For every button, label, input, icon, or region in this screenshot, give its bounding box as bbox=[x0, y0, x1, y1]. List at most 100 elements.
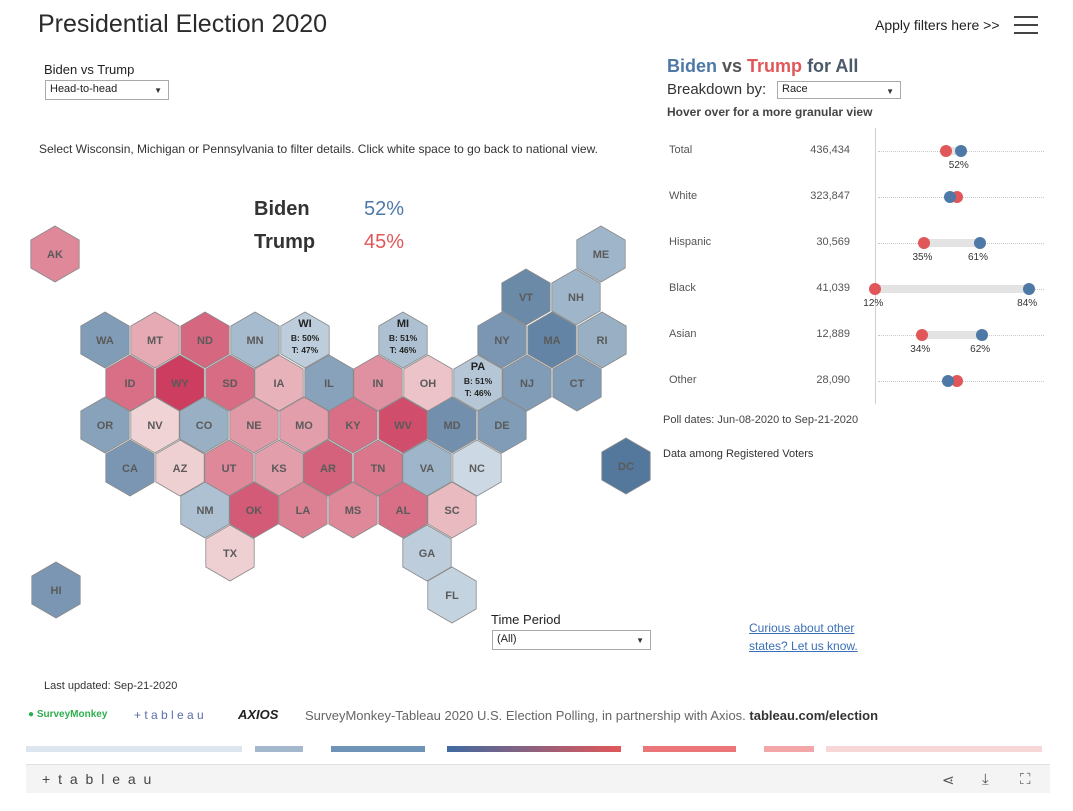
state-label: GA bbox=[419, 548, 436, 560]
state-hex-ma[interactable] bbox=[527, 311, 577, 369]
state-hex-mi[interactable] bbox=[378, 311, 428, 369]
state-hex-ri[interactable] bbox=[577, 311, 627, 369]
state-hex-wi[interactable] bbox=[280, 311, 330, 369]
color-strip bbox=[26, 746, 242, 752]
state-hex-tx[interactable] bbox=[205, 524, 255, 582]
breakdown-selected: Race bbox=[782, 83, 808, 95]
biden-dot[interactable] bbox=[1023, 283, 1036, 295]
state-label: NV bbox=[147, 420, 163, 432]
state-label: AZ bbox=[173, 463, 188, 475]
state-hex-co[interactable] bbox=[179, 396, 229, 454]
title-biden: Biden bbox=[667, 56, 718, 76]
share-icon[interactable]: ⋖ bbox=[942, 772, 955, 789]
state-hex-nv[interactable] bbox=[130, 396, 180, 454]
credit-line: SurveyMonkey-Tableau 2020 U.S. Election … bbox=[305, 708, 878, 723]
breakdown-row-label: Black bbox=[669, 282, 696, 294]
state-hex-mo[interactable] bbox=[279, 396, 329, 454]
color-strip bbox=[331, 746, 425, 752]
breakdown-dropdown[interactable]: Race ▼ bbox=[777, 81, 901, 99]
breakdown-row-count: 28,090 bbox=[816, 374, 850, 386]
hamburger-menu-icon[interactable] bbox=[1014, 16, 1038, 34]
state-hex-nj[interactable] bbox=[502, 354, 552, 412]
time-period-dropdown[interactable]: (All) ▼ bbox=[492, 630, 651, 650]
state-hex-or[interactable] bbox=[80, 396, 130, 454]
state-label: VA bbox=[420, 463, 435, 475]
state-hex-fl[interactable] bbox=[427, 566, 477, 624]
fullscreen-icon[interactable]: ⛶ bbox=[1020, 771, 1031, 788]
state-label: HI bbox=[51, 585, 62, 597]
download-icon[interactable]: ⤓ bbox=[982, 771, 989, 788]
state-hex-sc[interactable] bbox=[427, 481, 477, 539]
state-label: KS bbox=[271, 463, 286, 475]
row-gap-bar bbox=[945, 147, 961, 155]
state-hex-ar[interactable] bbox=[303, 439, 353, 497]
credit-text: SurveyMonkey-Tableau 2020 U.S. Election … bbox=[305, 708, 746, 723]
trump-pct-label: 12% bbox=[863, 298, 884, 309]
state-hex-nh[interactable] bbox=[551, 268, 601, 326]
curious-line-2: states? Let us know. bbox=[749, 639, 858, 653]
state-label: AR bbox=[320, 463, 336, 475]
state-label: DE bbox=[494, 420, 509, 432]
biden-dot[interactable] bbox=[954, 145, 967, 157]
credit-link[interactable]: tableau.com/election bbox=[749, 708, 879, 723]
state-hex-dc[interactable] bbox=[601, 437, 651, 495]
state-hex-ak[interactable] bbox=[30, 225, 80, 283]
trump-dot[interactable] bbox=[869, 283, 882, 295]
hover-hint: Hover over for a more granular view bbox=[667, 105, 873, 119]
state-hex-mt[interactable] bbox=[130, 311, 180, 369]
state-hex-me[interactable] bbox=[576, 225, 626, 283]
biden-dot[interactable] bbox=[974, 237, 986, 249]
biden-dot[interactable] bbox=[944, 191, 957, 203]
title-vs: vs bbox=[717, 56, 748, 76]
state-hex-ca[interactable] bbox=[105, 439, 155, 497]
tableau-brand[interactable]: + t a b l e a u bbox=[42, 771, 154, 787]
color-strip bbox=[255, 746, 303, 752]
title-suffix: for All bbox=[802, 56, 859, 76]
axios-logo: AXIOS bbox=[238, 707, 279, 722]
state-hex-ny[interactable] bbox=[477, 311, 527, 369]
state-label: UT bbox=[222, 463, 237, 475]
state-hex-nd[interactable] bbox=[180, 311, 230, 369]
state-hex-tn[interactable] bbox=[353, 439, 403, 497]
biden-dot[interactable] bbox=[976, 329, 989, 341]
apply-filters-link[interactable]: Apply filters here >> bbox=[875, 17, 1000, 33]
state-hex-wa[interactable] bbox=[80, 311, 130, 369]
state-hex-vt[interactable] bbox=[501, 268, 551, 326]
state-hex-in[interactable] bbox=[353, 354, 403, 412]
state-label: CT bbox=[570, 378, 585, 390]
breakdown-row-count: 436,434 bbox=[810, 144, 850, 156]
state-hex-ga[interactable] bbox=[402, 524, 452, 582]
state-hex-md[interactable] bbox=[427, 396, 477, 454]
trump-dot[interactable] bbox=[916, 329, 929, 341]
state-hex-hi[interactable] bbox=[31, 561, 81, 619]
state-hex-ms[interactable] bbox=[328, 481, 378, 539]
state-hex-nm[interactable] bbox=[180, 481, 230, 539]
state-label: MA bbox=[543, 335, 560, 347]
state-hex-la[interactable] bbox=[278, 481, 328, 539]
state-label: FL bbox=[445, 590, 459, 602]
state-hex-ne[interactable] bbox=[229, 396, 279, 454]
state-hex-az[interactable] bbox=[155, 439, 205, 497]
state-label: WA bbox=[96, 335, 114, 347]
state-hex-ia[interactable] bbox=[254, 354, 304, 412]
breakdown-title: Biden vs Trump for All bbox=[667, 56, 858, 77]
state-hex-ok[interactable] bbox=[229, 481, 279, 539]
curious-link[interactable]: Curious about other states? Let us know. bbox=[749, 619, 858, 655]
chevron-down-icon: ▼ bbox=[636, 636, 644, 645]
state-hex-ky[interactable] bbox=[328, 396, 378, 454]
state-hex-nc[interactable] bbox=[452, 439, 502, 497]
state-hex-wv[interactable] bbox=[378, 396, 428, 454]
matchup-dropdown[interactable]: Head-to-head ▼ bbox=[45, 80, 169, 100]
state-hex-mn[interactable] bbox=[230, 311, 280, 369]
trump-dot[interactable] bbox=[939, 145, 952, 157]
biden-dot[interactable] bbox=[941, 375, 954, 387]
breakdown-row-count: 323,847 bbox=[810, 190, 850, 202]
state-hex-de[interactable] bbox=[477, 396, 527, 454]
state-hex-al[interactable] bbox=[378, 481, 428, 539]
state-hex-id[interactable] bbox=[105, 354, 155, 412]
trump-dot[interactable] bbox=[918, 237, 931, 249]
breakdown-row-count: 41,039 bbox=[816, 282, 850, 294]
trump-pct-label: 35% bbox=[912, 252, 933, 263]
state-label: SC bbox=[444, 505, 459, 517]
state-hex-ct[interactable] bbox=[552, 354, 602, 412]
